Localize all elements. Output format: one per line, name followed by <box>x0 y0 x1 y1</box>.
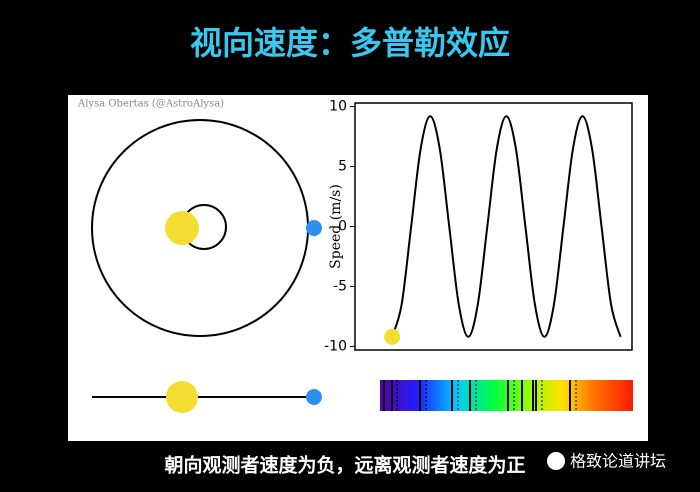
current-point <box>384 328 401 345</box>
y-tick-label: 10 <box>329 99 347 115</box>
y-tick-label: 5 <box>338 159 347 175</box>
spectrum-band <box>380 380 633 411</box>
y-tick-label: -10 <box>324 338 347 354</box>
spectrum <box>380 380 633 411</box>
y-axis-label: Speed (m/s) <box>328 184 344 269</box>
slide-title: 视向速度：多普勒效应 <box>190 24 510 62</box>
watermark: 格致论道讲坛 <box>570 452 666 471</box>
star <box>165 211 199 245</box>
speed-chart: 10 5 0 -5 -10 Speed (m/s) <box>324 99 633 354</box>
y-tick-label: -5 <box>333 278 347 294</box>
rest-lines <box>396 380 577 411</box>
speed-line <box>391 115 622 338</box>
credit: Alysa Obertas (@AstroAlysa) <box>77 99 224 110</box>
caption: 朝向观测者速度为负，远离观测者速度为正 <box>164 454 525 477</box>
star-side <box>166 381 198 413</box>
planet-side <box>306 389 322 405</box>
y-tick-label: 0 <box>338 219 347 235</box>
absorption-lines <box>383 380 571 411</box>
watermark-icon <box>547 452 565 470</box>
planet <box>306 220 322 236</box>
